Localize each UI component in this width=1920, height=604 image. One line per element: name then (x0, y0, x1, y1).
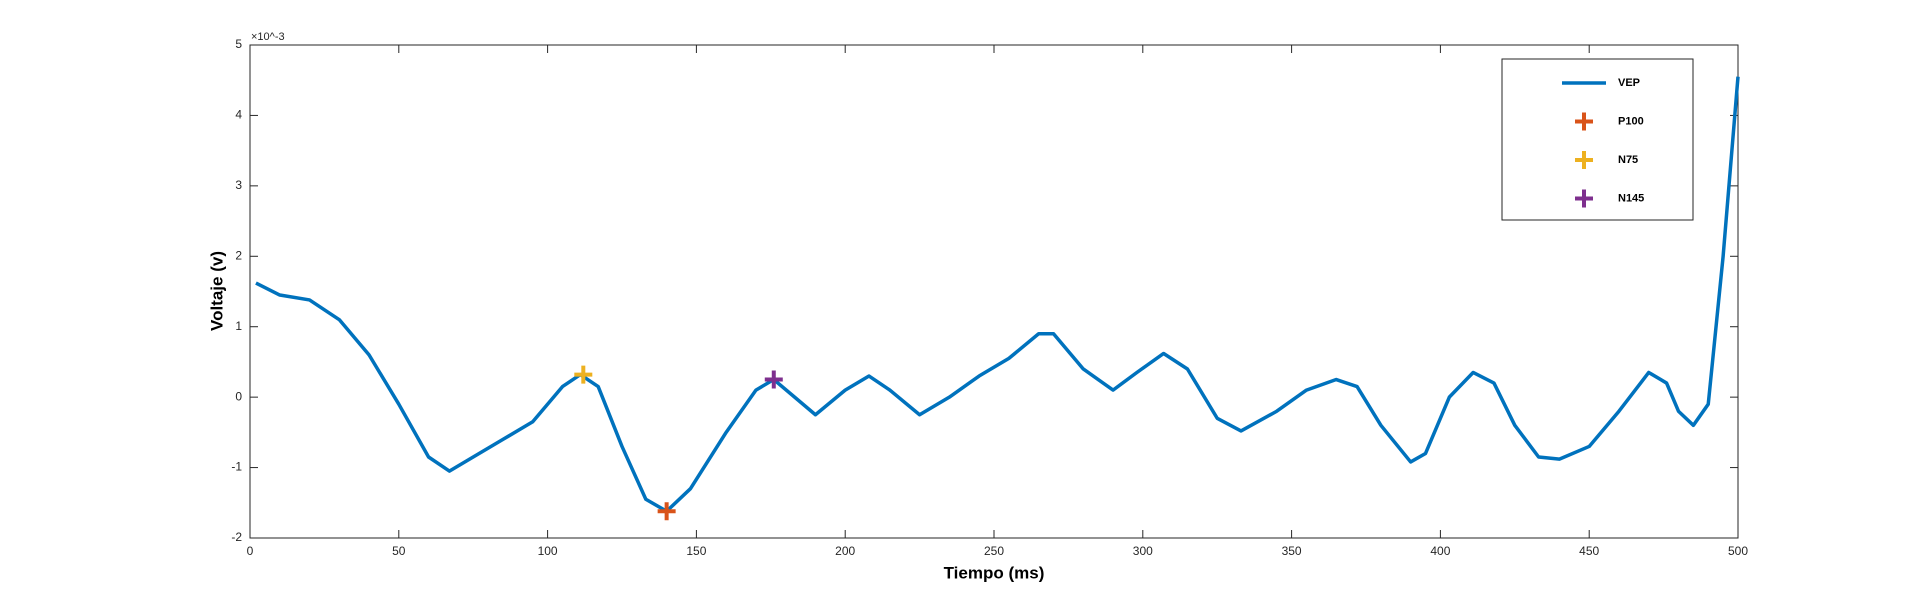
x-tick-label: 150 (686, 544, 706, 558)
x-tick-label: 400 (1430, 544, 1450, 558)
y-tick-label: 2 (235, 248, 242, 262)
legend-swatch (1575, 151, 1593, 169)
x-tick-label: 100 (538, 544, 558, 558)
y-tick-label: -2 (231, 530, 242, 544)
legend-label: N145 (1618, 192, 1644, 204)
y-tick-label: 5 (235, 37, 242, 51)
legend-label: P100 (1618, 115, 1644, 127)
data-line (255, 76, 1740, 513)
peak-marker (574, 365, 593, 384)
peak-marker (657, 502, 676, 521)
y-axis-label: Voltaje (v) (207, 251, 226, 331)
x-tick-label: 350 (1282, 544, 1302, 558)
x-axis-label: Tiempo (ms) (944, 563, 1045, 582)
legend-box (1501, 58, 1694, 221)
y-tick-label: 3 (235, 178, 242, 192)
legend-label: N75 (1618, 154, 1638, 166)
x-tick-label: 200 (835, 544, 855, 558)
y-tick-label: 4 (235, 108, 242, 122)
y-tick-label: 0 (235, 389, 242, 403)
y-tick-label: 1 (235, 319, 242, 333)
x-tick-label: 300 (1133, 544, 1153, 558)
y-exponent: ×10^-3 (251, 31, 285, 43)
y-tick-label: -1 (231, 460, 242, 474)
x-tick-label: 450 (1579, 544, 1599, 558)
legend-swatch (1575, 112, 1593, 131)
x-tick-label: 50 (392, 544, 406, 558)
plot-area (249, 44, 1739, 539)
x-tick-label: 0 (247, 544, 254, 558)
x-tick-label: 500 (1728, 544, 1748, 558)
x-tick-label: 250 (984, 544, 1004, 558)
peak-marker (764, 370, 783, 389)
legend-swatch (1575, 189, 1593, 208)
legend-label: VEP (1618, 77, 1640, 89)
